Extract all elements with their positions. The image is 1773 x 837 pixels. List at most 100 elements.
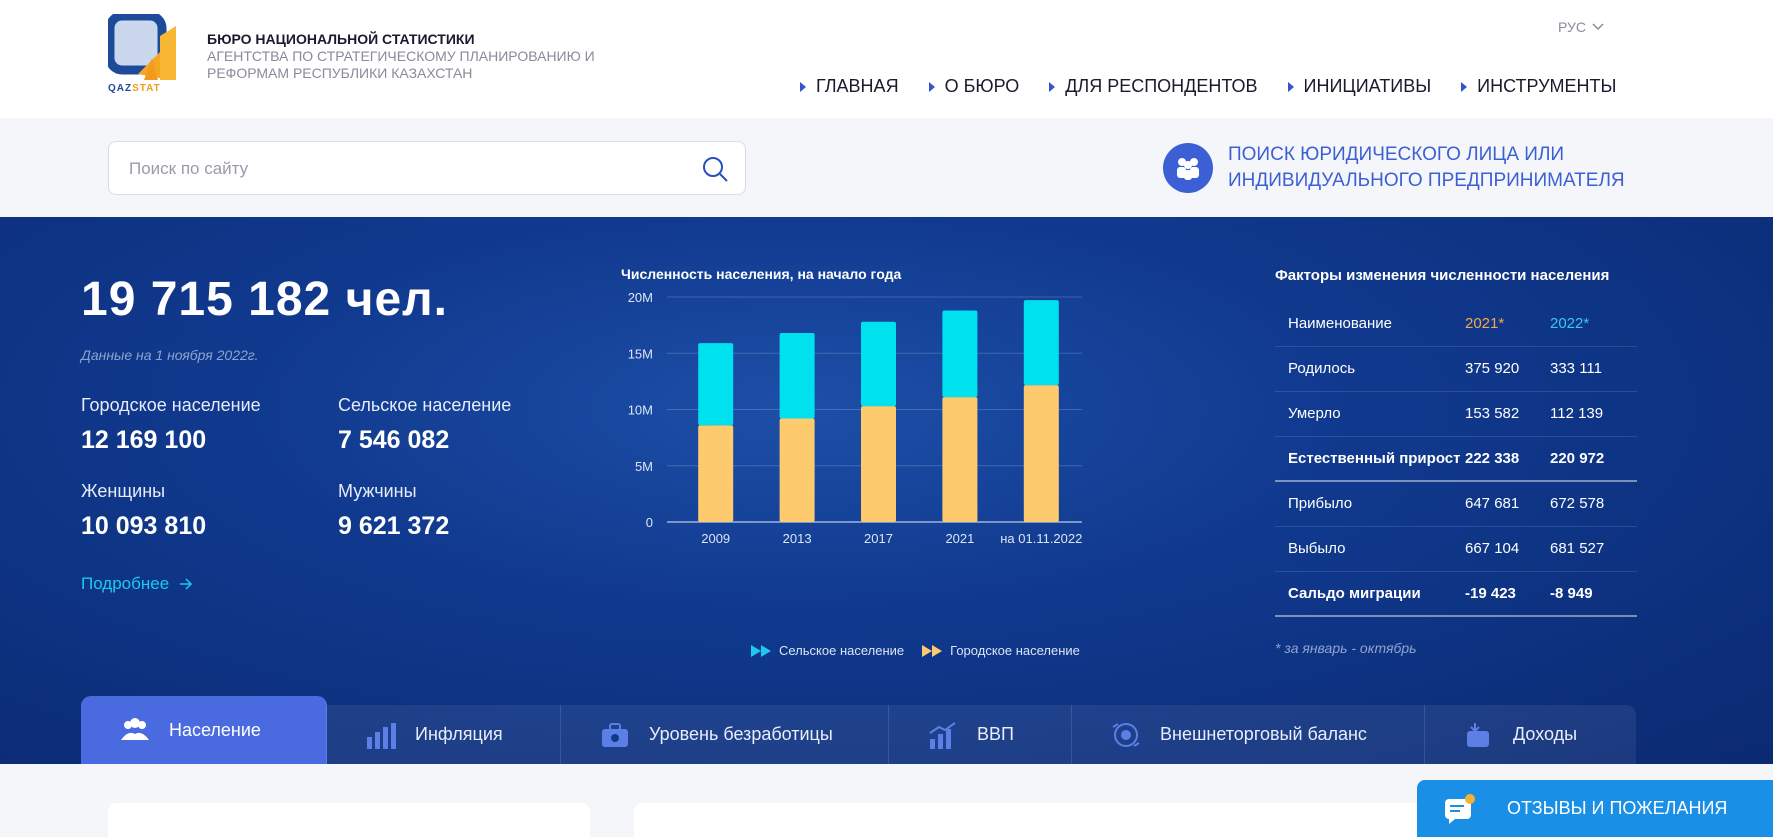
org-name: БЮРО НАЦИОНАЛЬНОЙ СТАТИСТИКИ АГЕНТСТВА П…	[207, 31, 617, 82]
language-label: РУС	[1558, 19, 1587, 35]
double-arrow-icon	[751, 644, 771, 657]
stat-value: 7 546 082	[338, 426, 450, 454]
content-card	[634, 803, 1434, 837]
stat-label: Городское население	[81, 395, 261, 415]
footnote: * за январь - октябрь	[1275, 640, 1417, 656]
briefcase-icon	[602, 722, 628, 747]
table-row: Родилось 375 920 333 111	[1275, 346, 1637, 392]
search-band: ПОИСК ЮРИДИЧЕСКОГО ЛИЦА ИЛИ ИНДИВИДУАЛЬН…	[0, 118, 1773, 217]
indicator-tabs: Население Инфляция Уровень безработицы В…	[81, 696, 1636, 764]
nav-item-about[interactable]: О БЮРО	[928, 76, 1019, 97]
tab-trade-balance[interactable]: Внешнеторговый баланс	[1072, 705, 1425, 764]
y-tick-label: 5M	[635, 459, 653, 474]
arrow-icon	[1287, 81, 1294, 92]
more-link[interactable]: Подробнее	[81, 574, 193, 594]
feedback-button[interactable]: ОТЗЫВЫ И ПОЖЕЛАНИЯ	[1417, 780, 1773, 837]
stat-value: 12 169 100	[81, 426, 207, 454]
x-tick-label: 2009	[701, 531, 730, 546]
main-nav: ГЛАВНАЯ О БЮРО ДЛЯ РЕСПОНДЕНТОВ ИНИЦИАТИ…	[800, 76, 1616, 97]
bar-rural	[942, 310, 978, 398]
urban-stat: Городское население 12 169 100	[81, 395, 261, 455]
bar-rural	[861, 321, 896, 407]
arrow-icon	[928, 81, 935, 92]
table-row: Умерло 153 582 112 139	[1275, 391, 1637, 437]
men-stat: Мужчины 9 621 372	[338, 481, 449, 541]
table-row: Прибыло 647 681 672 578	[1275, 481, 1637, 527]
language-switcher[interactable]: РУС	[1558, 19, 1604, 35]
globe-exchange-icon	[1112, 722, 1140, 747]
table-row: Сальдо миграции -19 423 -8 949	[1275, 571, 1637, 617]
legal-entity-search-link[interactable]: ПОИСК ЮРИДИЧЕСКОГО ЛИЦА ИЛИ ИНДИВИДУАЛЬН…	[1228, 144, 1625, 191]
org-title: БЮРО НАЦИОНАЛЬНОЙ СТАТИСТИКИ	[207, 31, 475, 47]
population-hero: 19 715 182 чел. Данные на 1 ноября 2022г…	[0, 217, 1773, 764]
x-tick-label: 2013	[783, 531, 812, 546]
legend-item-rural: Сельское население	[751, 643, 904, 658]
growth-chart-icon	[929, 721, 956, 749]
site-header: QAZSTAT БЮРО НАЦИОНАЛЬНОЙ СТАТИСТИКИ АГЕ…	[0, 0, 1773, 118]
nav-item-home[interactable]: ГЛАВНАЯ	[800, 76, 899, 97]
search-icon[interactable]	[701, 155, 729, 183]
bar-urban	[698, 425, 734, 522]
rural-stat: Сельское население 7 546 082	[338, 395, 511, 455]
org-subtitle: АГЕНТСТВА ПО СТРАТЕГИЧЕСКОМУ ПЛАНИРОВАНИ…	[207, 48, 595, 81]
x-tick-label: 2021	[945, 531, 974, 546]
qazstat-logo[interactable]	[105, 11, 184, 98]
women-stat: Женщины 10 093 810	[81, 481, 206, 541]
wallet-icon	[1467, 722, 1489, 747]
arrow-right-icon	[180, 578, 193, 590]
nav-item-initiatives[interactable]: ИНИЦИАТИВЫ	[1287, 76, 1431, 97]
header-2022: 2022*	[1550, 301, 1637, 347]
bar-rural	[779, 333, 815, 419]
logo-wordmark: QAZSTAT	[108, 83, 161, 94]
nav-item-tools[interactable]: ИНСТРУМЕНТЫ	[1461, 76, 1616, 97]
total-population: 19 715 182 чел.	[81, 273, 448, 326]
bar-chart-icon	[367, 722, 396, 749]
legend-item-urban: Городское население	[922, 643, 1080, 658]
tab-population[interactable]: Население	[81, 696, 327, 764]
stat-label: Сельское население	[338, 395, 512, 415]
arrow-icon	[1461, 81, 1468, 92]
x-tick-label: на 01.11.2022	[1000, 531, 1082, 546]
tab-inflation[interactable]: Инфляция	[327, 705, 561, 764]
x-tick-label: 2017	[864, 531, 893, 546]
stat-label: Мужчины	[338, 481, 417, 501]
tab-income[interactable]: Доходы	[1425, 705, 1636, 764]
table-header-row: Наименование 2021* 2022*	[1275, 301, 1637, 347]
header-2021: 2021*	[1465, 301, 1550, 347]
factors-title: Факторы изменения численности населения	[1275, 267, 1610, 284]
tab-gdp[interactable]: ВВП	[889, 705, 1072, 764]
stat-value: 10 093 810	[81, 512, 207, 540]
people-icon	[121, 718, 149, 740]
bar-urban	[942, 397, 978, 522]
factors-table: Наименование 2021* 2022* Родилось 375 92…	[1275, 301, 1637, 617]
stat-value: 9 621 372	[338, 512, 450, 540]
bar-urban	[861, 406, 896, 522]
bar-urban	[1023, 385, 1059, 522]
y-tick-label: 10M	[628, 403, 653, 418]
stat-label: Женщины	[81, 481, 166, 501]
people-icon[interactable]	[1163, 143, 1213, 193]
search-box	[108, 141, 746, 195]
bar-rural	[1023, 300, 1059, 386]
arrow-icon	[1049, 81, 1056, 92]
tab-unemployment[interactable]: Уровень безработицы	[561, 705, 889, 764]
bar-urban	[779, 418, 815, 522]
header-name: Наименование	[1275, 301, 1465, 347]
data-date-note: Данные на 1 ноября 2022г.	[81, 347, 259, 363]
chevron-down-icon	[1592, 23, 1604, 31]
table-row: Естественный прирост 222 338 220 972	[1275, 436, 1637, 482]
chart-legend: Сельское население Городское население	[751, 643, 1080, 658]
arrow-icon	[800, 81, 806, 92]
search-input[interactable]	[129, 156, 689, 182]
double-arrow-icon	[922, 644, 943, 657]
table-row: Выбыло 667 104 681 527	[1275, 526, 1637, 572]
content-card	[108, 803, 590, 837]
bar-rural	[698, 343, 734, 426]
population-chart: 0 5M 10M 15M 20M 2009 2013 2017 2021 на 01.11.202…	[628, 290, 1083, 546]
nav-item-respondents[interactable]: ДЛЯ РЕСПОНДЕНТОВ	[1049, 76, 1258, 97]
y-tick-label: 15M	[628, 346, 653, 361]
y-tick-label: 0	[646, 515, 653, 530]
y-tick-label: 20M	[628, 290, 653, 305]
chart-title: Численность населения, на начало года	[621, 266, 902, 282]
chat-icon	[1445, 793, 1475, 824]
